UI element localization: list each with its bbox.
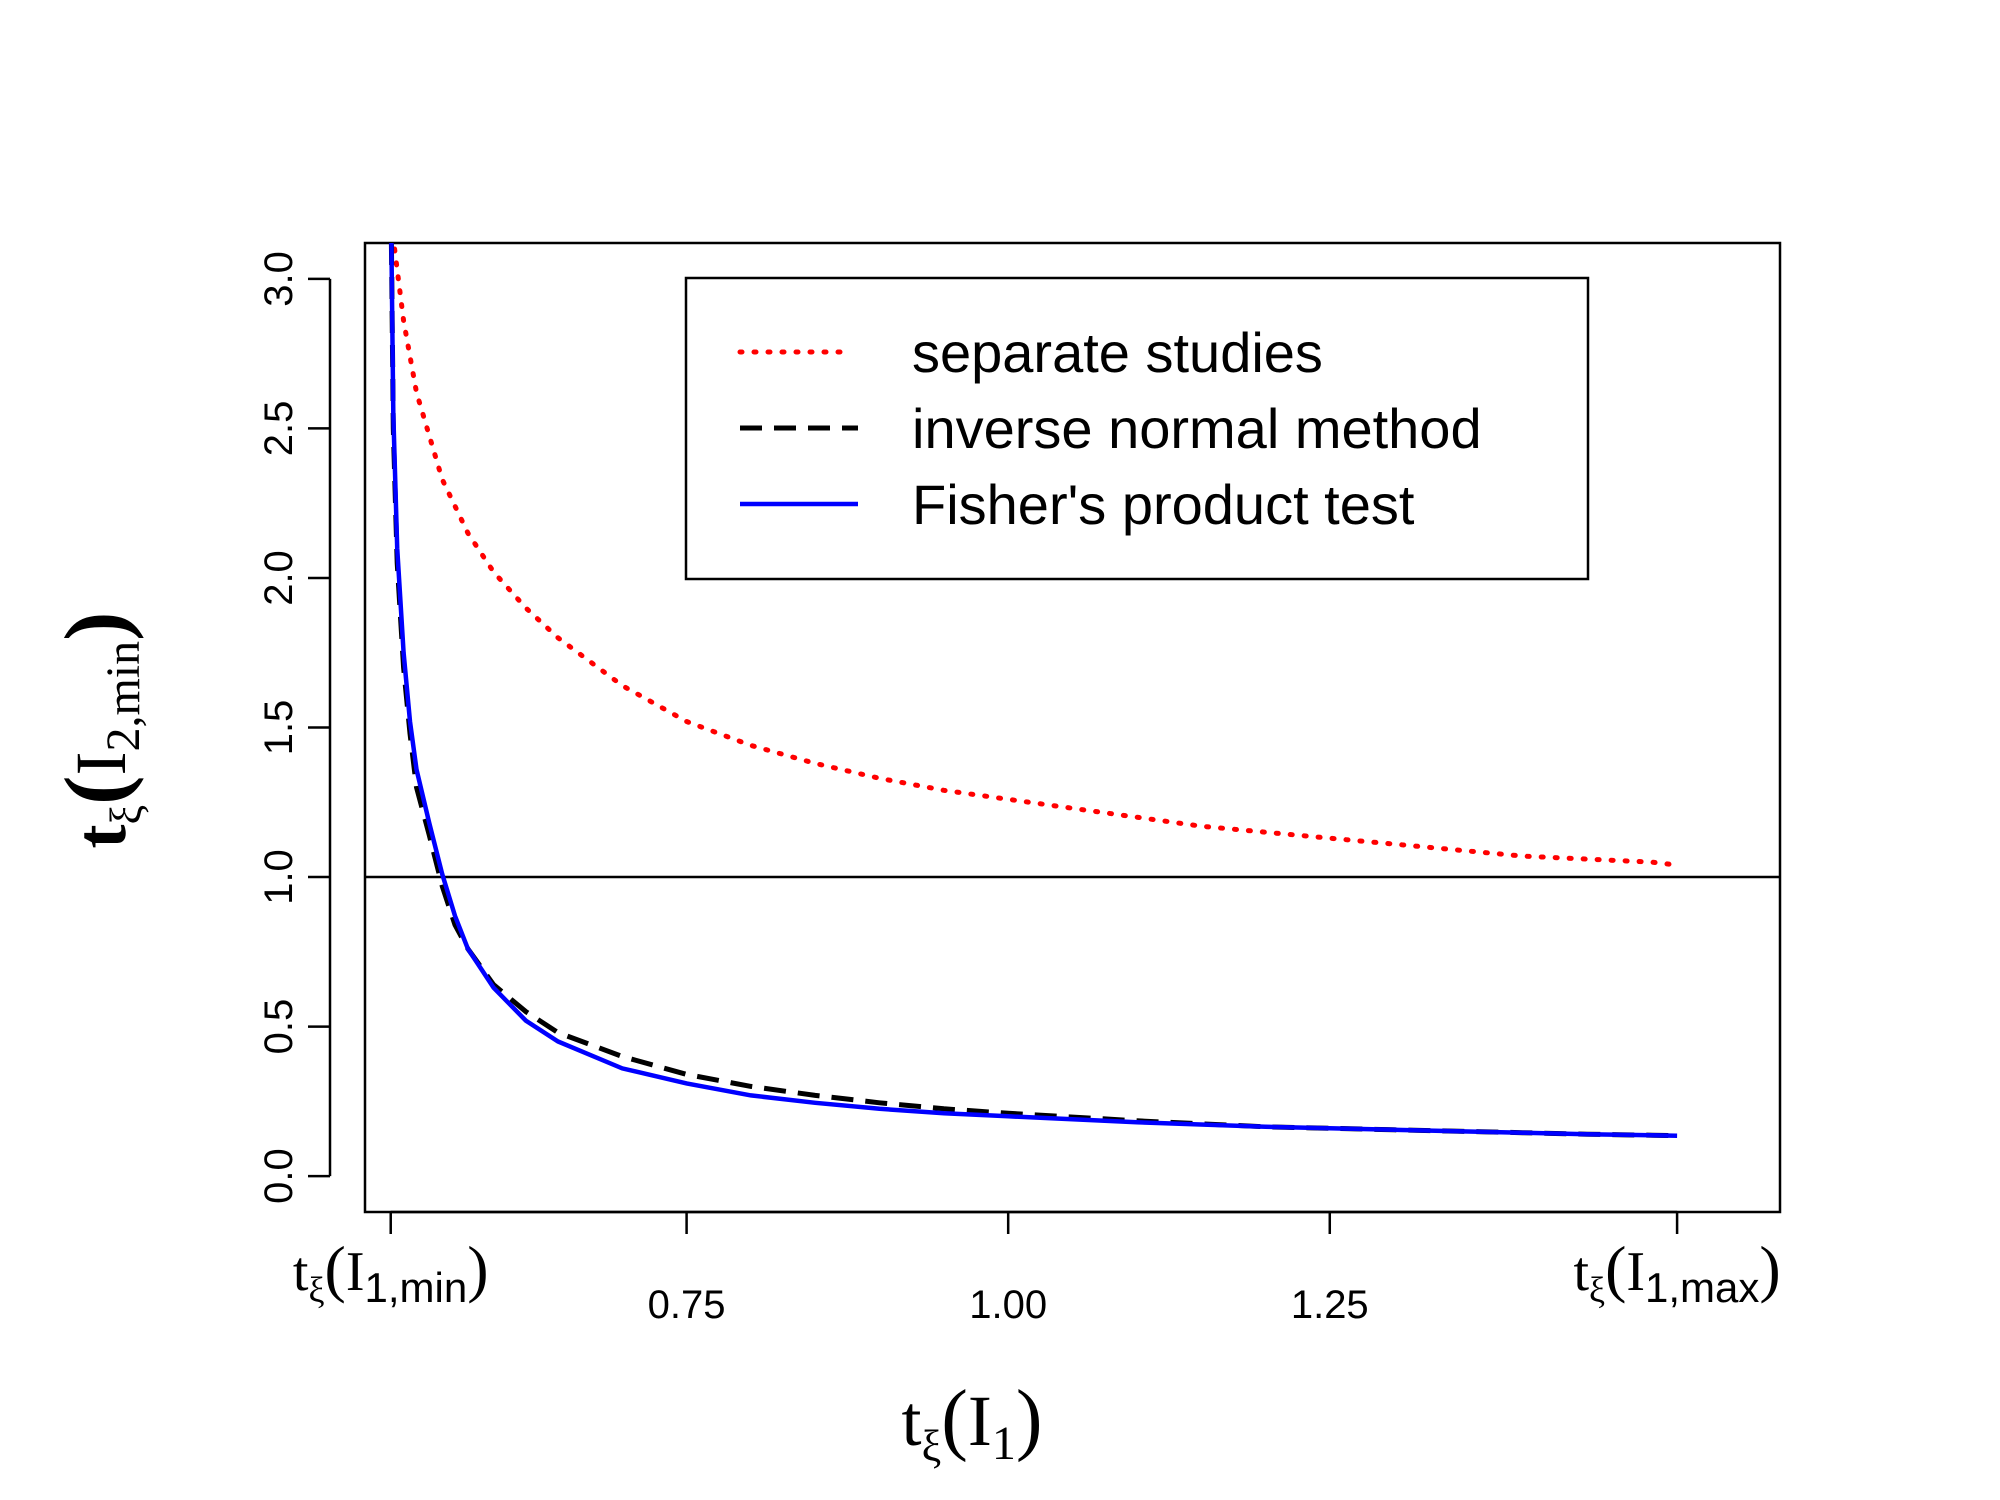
y-tick-label: 1.0	[257, 849, 301, 905]
x-tick-label: tξ(I1,max)	[1573, 1233, 1780, 1311]
y-axis-label-sub: ξ	[102, 805, 151, 825]
x-tick-label-part: (	[1605, 1233, 1626, 1304]
legend-label-separate-studies: separate studies	[912, 321, 1323, 384]
x-tick-label-part: t	[1573, 1241, 1589, 1303]
x-tick-label-part: 1,max	[1645, 1264, 1759, 1311]
legend-label-inverse-normal-method: inverse normal method	[912, 397, 1482, 460]
x-tick-label: 0.75	[648, 1283, 726, 1327]
x-tick-label-part: )	[1759, 1233, 1780, 1304]
y-axis: 0.0 0.5 1.0 1.5 2.0 2.5 3.0	[257, 251, 332, 1204]
x-tick-label: tξ(I1,min)	[293, 1233, 489, 1311]
y-axis-label-var: I	[61, 752, 141, 776]
series-line-fishers-product-test	[389, 243, 1678, 1138]
x-tick-label-part: (	[325, 1233, 346, 1304]
series-line-separate-studies	[392, 246, 1680, 868]
y-tick-label: 0.0	[257, 1148, 301, 1204]
x-tick-label: 1.00	[969, 1283, 1047, 1327]
y-axis-label-open: (	[48, 776, 145, 805]
legend-box	[684, 276, 1590, 581]
x-axis-label-sub: ξ	[922, 1422, 942, 1471]
x-tick-label-part: I	[346, 1241, 365, 1303]
x-axis-label-open: (	[941, 1375, 968, 1463]
y-tick-label: 1.5	[257, 700, 301, 756]
x-tick-label-part: t	[293, 1241, 309, 1303]
x-tick-label-part: )	[467, 1233, 488, 1304]
y-tick-label: 3.0	[257, 251, 301, 307]
legend-label-fishers-product-test: Fisher's product test	[912, 473, 1415, 536]
x-tick-label: 1.25	[1291, 1283, 1369, 1327]
x-axis-label-var-sub: 1	[992, 1417, 1016, 1470]
y-axis-label-close: )	[48, 612, 145, 641]
x-axis-label-base: t	[902, 1381, 922, 1461]
legend: separate studies inverse normal method F…	[684, 276, 1590, 581]
y-tick-label: 2.5	[257, 401, 301, 457]
y-tick-label: 2.0	[257, 550, 301, 606]
y-axis-label-base: t	[61, 824, 141, 848]
y-axis-label: tξ(I2,min)	[48, 612, 151, 849]
y-axis-label-var-sub: 2,min	[97, 641, 150, 752]
x-axis-label: tξ(I1)	[902, 1375, 1043, 1471]
x-axis-label-close: )	[1016, 1375, 1043, 1463]
y-tick-label: 0.5	[257, 999, 301, 1055]
x-axis-label-var: I	[968, 1381, 992, 1461]
x-tick-label-part: ξ	[1589, 1270, 1605, 1310]
x-tick-label-part: 1,min	[365, 1264, 468, 1311]
x-tick-label-part: ξ	[308, 1270, 324, 1310]
x-tick-label-part: I	[1626, 1241, 1645, 1303]
